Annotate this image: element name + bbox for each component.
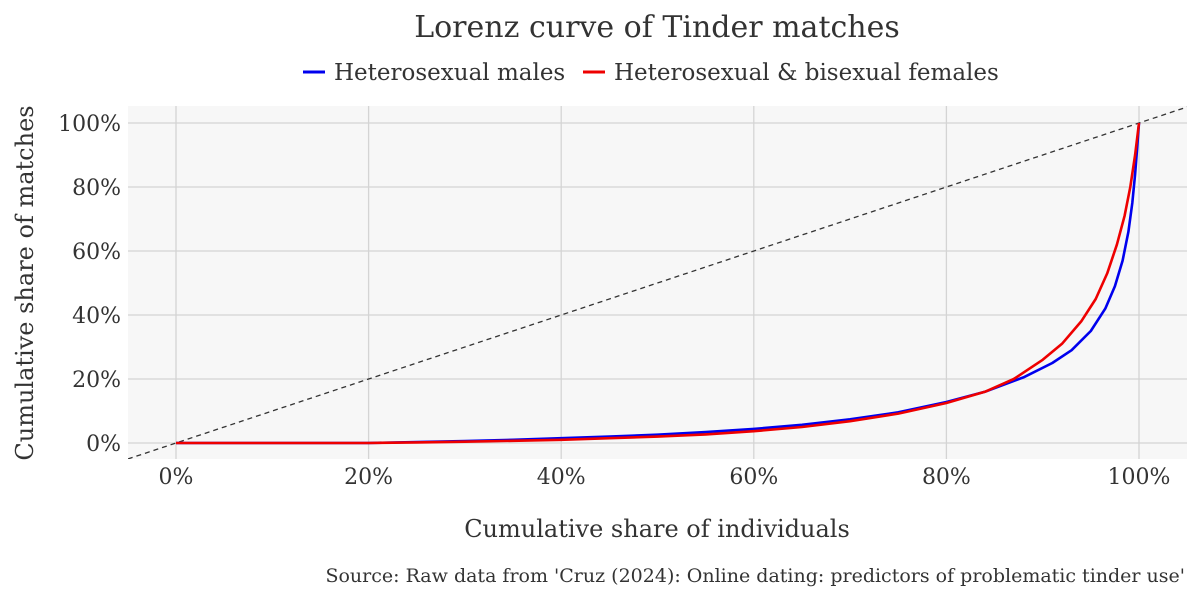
chart-title: Lorenz curve of Tinder matches: [414, 10, 900, 45]
equality-line-path: [128, 106, 1187, 459]
y-axis-title: Cumulative share of matches: [11, 105, 39, 460]
y-tick-label: 60%: [72, 240, 121, 265]
x-tick-label: 60%: [729, 465, 778, 490]
y-tick-label: 100%: [58, 112, 121, 137]
series-lines: [176, 122, 1141, 445]
x-tick-label: 100%: [1108, 465, 1171, 490]
y-tick-label: 40%: [72, 304, 121, 329]
x-tick-label: 40%: [537, 465, 586, 490]
y-tick-label: 20%: [72, 368, 121, 393]
x-tick-label: 20%: [344, 465, 393, 490]
series-line-heterosexual-bisexual-females: [176, 122, 1141, 445]
equality-line: [128, 106, 1187, 459]
x-tick-label: 80%: [922, 465, 971, 490]
x-tick-labels: 0% 20% 40% 60% 80% 100%: [159, 465, 1171, 490]
source-note: Source: Raw data from 'Cruz (2024): Onli…: [325, 565, 1185, 587]
legend-label-females: Heterosexual & bisexual females: [614, 60, 999, 86]
x-axis-title: Cumulative share of individuals: [464, 515, 850, 543]
y-tick-labels: 0% 20% 40% 60% 80% 100%: [58, 112, 121, 457]
legend-label-males: Heterosexual males: [334, 60, 565, 86]
y-tick-label: 80%: [72, 176, 121, 201]
legend: Heterosexual males Heterosexual & bisexua…: [303, 60, 999, 86]
y-tick-label: 0%: [86, 432, 121, 457]
x-tick-label: 0%: [159, 465, 194, 490]
